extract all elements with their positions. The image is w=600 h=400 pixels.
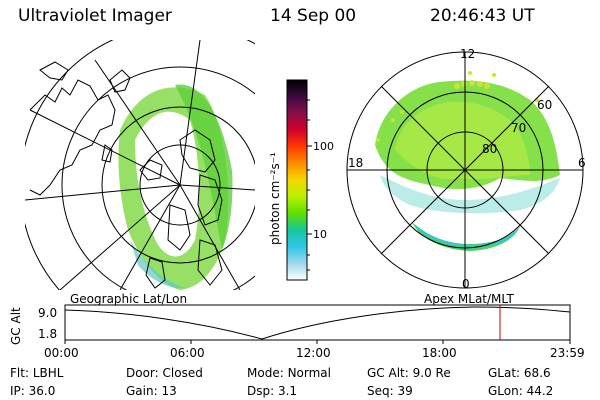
- polar-label-left: 18: [348, 156, 363, 170]
- time-label: 20:46:43 UT: [430, 6, 535, 26]
- polar-lat-60: 60: [537, 98, 552, 112]
- time-tick-1: 06:00: [170, 346, 205, 360]
- colorbar: 100 10 photon cm⁻²s⁻¹: [268, 79, 334, 281]
- status-gain: Gain: 13: [126, 384, 177, 398]
- status-door: Door: Closed: [126, 366, 203, 380]
- status-gc-alt: GC Alt: 9.0 Re: [367, 366, 451, 380]
- colorbar-unit-label: photon cm⁻²s⁻¹: [268, 152, 282, 245]
- polar-label-right: 6: [578, 156, 586, 170]
- polar-lat-80: 80: [482, 142, 497, 156]
- apex-label: Apex MLat/MLT: [424, 292, 514, 306]
- time-tick-0: 00:00: [44, 346, 79, 360]
- colorbar-tick-10: 10: [313, 228, 327, 241]
- time-tick-3: 18:00: [422, 346, 457, 360]
- altitude-plot: GC Alt 9.0 1.8: [9, 304, 571, 345]
- status-mode: Mode: Normal: [247, 366, 331, 380]
- polar-label-bottom: 0: [462, 277, 470, 291]
- altitude-tick-low: 1.8: [38, 327, 57, 341]
- polar-lat-70: 70: [511, 121, 526, 135]
- status-glon: GLon: 44.2: [488, 384, 554, 398]
- status-dsp: Dsp: 3.1: [247, 384, 298, 398]
- colorbar-tick-100: 100: [313, 140, 334, 153]
- date-label: 14 Sep 00: [270, 6, 357, 26]
- status-seq: Seq: 39: [367, 384, 413, 398]
- altitude-tick-high: 9.0: [38, 306, 57, 320]
- geographic-panel: [25, 40, 255, 290]
- instrument-title: Ultraviolet Imager: [18, 6, 172, 26]
- status-filter: Flt: LBHL: [10, 366, 64, 380]
- polar-label-top: 12: [460, 47, 475, 61]
- status-glat: GLat: 68.6: [488, 366, 551, 380]
- time-tick-4: 23:59: [550, 346, 585, 360]
- time-tick-2: 12:00: [296, 346, 331, 360]
- polar-panel: 12 0 18 6 60 70 80: [346, 47, 586, 291]
- altitude-axis-title: GC Alt: [9, 307, 23, 345]
- geographic-label: Geographic Lat/Lon: [70, 292, 188, 306]
- status-ip: IP: 36.0: [10, 384, 56, 398]
